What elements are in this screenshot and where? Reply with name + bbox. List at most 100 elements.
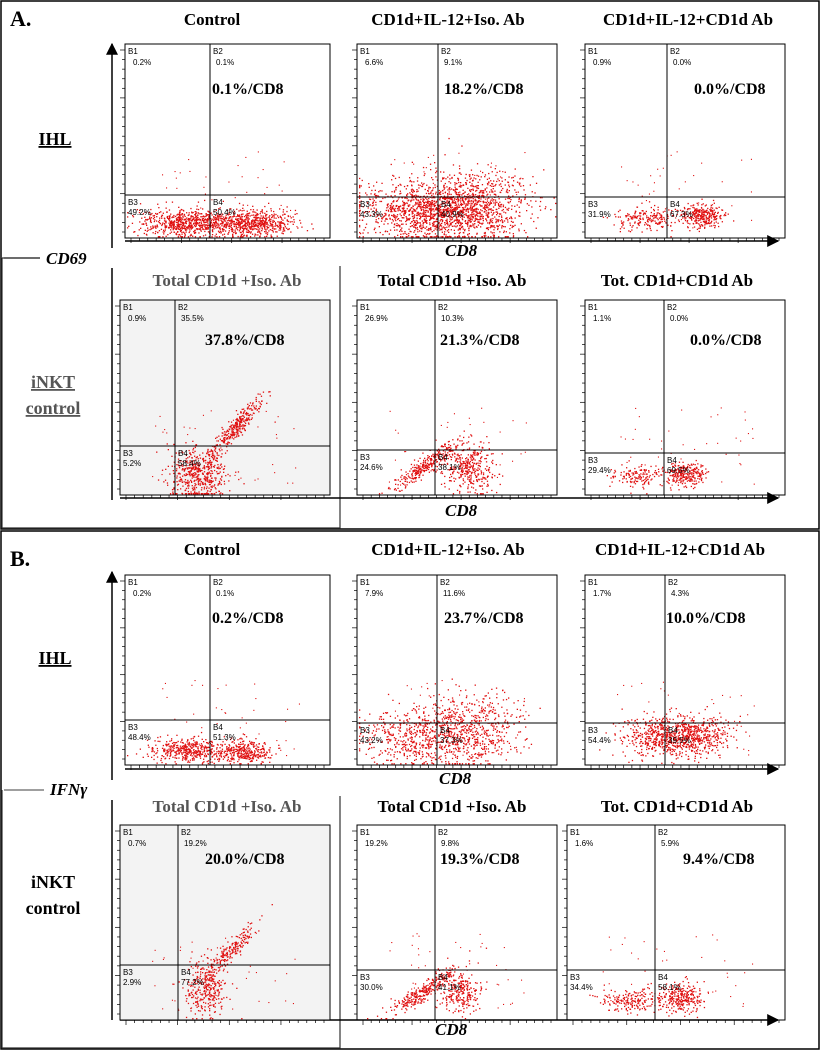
quadrant-b1-value: 0.9% bbox=[128, 314, 146, 323]
plot-title: Control bbox=[184, 10, 241, 29]
percent-annotation: 19.3%/CD8 bbox=[440, 851, 520, 868]
quadrant-b1-label: B1 bbox=[128, 578, 138, 587]
quadrant-b4-value: 40.9% bbox=[441, 210, 464, 219]
quadrant-b3-label: B3 bbox=[128, 198, 138, 207]
quadrant-b2-value: 10.3% bbox=[441, 314, 464, 323]
plot-title: Total CD1d +Iso. Ab bbox=[153, 271, 302, 290]
quadrant-b2-label: B2 bbox=[178, 303, 188, 312]
dot-cloud bbox=[589, 934, 754, 1019]
plot-title: CD1d+IL-12+CD1d Ab bbox=[603, 10, 773, 29]
quadrant-b3-label: B3 bbox=[128, 723, 138, 732]
quadrant-b1-label: B1 bbox=[123, 828, 133, 837]
quadrant-b4-label: B4 bbox=[438, 453, 448, 462]
quadrant-b3-label: B3 bbox=[588, 726, 598, 735]
quadrant-b2-label: B2 bbox=[181, 828, 191, 837]
quadrant-b2-label: B2 bbox=[668, 578, 678, 587]
quadrant-b3-label: B3 bbox=[360, 726, 370, 735]
quadrant-b3-label: B3 bbox=[123, 449, 133, 458]
plot-frame bbox=[119, 824, 331, 1021]
quadrant-b3-label: B3 bbox=[588, 200, 598, 209]
percent-annotation: 0.1%/CD8 bbox=[212, 81, 284, 98]
plot-frame bbox=[584, 574, 786, 766]
section-a-frame bbox=[0, 0, 820, 530]
section-b-x-marker-ihl: CD8 bbox=[439, 769, 472, 788]
quadrant-b4-label: B4 bbox=[441, 200, 451, 209]
quadrant-b3-value: 43.3% bbox=[360, 210, 383, 219]
quadrant-b4-label: B4 bbox=[213, 723, 223, 732]
plot-frame bbox=[566, 824, 786, 1021]
quadrant-b4-label: B4 bbox=[440, 726, 450, 735]
section-b-inkt-box bbox=[1, 790, 341, 1049]
quadrant-b1-value: 1.1% bbox=[593, 314, 611, 323]
quadrant-b4-value: 37.3% bbox=[440, 736, 463, 745]
quadrant-b1-label: B1 bbox=[128, 47, 138, 56]
quadrant-b3-value: 2.9% bbox=[123, 978, 141, 987]
quadrant-b2-label: B2 bbox=[213, 47, 223, 56]
quadrant-b3-value: 29.4% bbox=[588, 466, 611, 475]
quadrant-b1-value: 6.6% bbox=[365, 58, 383, 67]
quadrant-b2-label: B2 bbox=[670, 47, 680, 56]
quadrant-b2-value: 4.3% bbox=[671, 589, 689, 598]
dot-cloud bbox=[359, 137, 557, 238]
quadrant-b4-label: B4 bbox=[668, 726, 678, 735]
dot-cloud bbox=[359, 678, 541, 765]
quadrant-b1-value: 26.9% bbox=[365, 314, 388, 323]
section-a-y-marker-bg bbox=[40, 248, 114, 268]
plot-frame bbox=[356, 43, 558, 239]
quadrant-b3-value: 31.9% bbox=[588, 210, 611, 219]
percent-annotation: 18.2%/CD8 bbox=[444, 81, 524, 98]
quadrant-b1-value: 7.9% bbox=[365, 589, 383, 598]
quadrant-b2-value: 0.1% bbox=[216, 589, 234, 598]
quadrant-b1-label: B1 bbox=[123, 303, 133, 312]
plot-frame bbox=[356, 299, 558, 496]
quadrant-b2-value: 35.5% bbox=[181, 314, 204, 323]
quadrant-b3-label: B3 bbox=[123, 968, 133, 977]
quadrant-b4-value: 51.3% bbox=[213, 733, 236, 742]
plot-title: Control bbox=[184, 540, 241, 559]
dot-cloud bbox=[152, 904, 296, 1020]
quadrant-b3-value: 30.0% bbox=[360, 983, 383, 992]
quadrant-b2-value: 9.1% bbox=[444, 58, 462, 67]
quadrant-b1-value: 0.7% bbox=[128, 839, 146, 848]
quadrant-b3-value: 34.4% bbox=[570, 983, 593, 992]
quadrant-b3-value: 24.6% bbox=[360, 463, 383, 472]
section-b-frame bbox=[0, 530, 820, 1050]
quadrant-b1-value: 1.7% bbox=[593, 589, 611, 598]
section-a-y-marker: CD69 bbox=[46, 249, 87, 268]
quadrant-b2-value: 11.6% bbox=[443, 589, 465, 598]
percent-annotation: 37.8%/CD8 bbox=[205, 332, 285, 349]
quadrant-b1-value: 19.2% bbox=[365, 839, 388, 848]
quadrant-b1-label: B1 bbox=[588, 303, 598, 312]
quadrant-b1-value: 0.9% bbox=[593, 58, 611, 67]
section-a-row-ihl: IHL bbox=[38, 129, 71, 149]
quadrant-b3-label: B3 bbox=[588, 456, 598, 465]
percent-annotation: 21.3%/CD8 bbox=[440, 332, 520, 349]
section-a-row-inkt-1: iNKT bbox=[31, 372, 75, 392]
quadrant-b4-label: B4 bbox=[213, 198, 223, 207]
quadrant-b4-label: B4 bbox=[667, 456, 677, 465]
percent-annotation: 20.0%/CD8 bbox=[205, 851, 285, 868]
quadrant-b1-value: 0.2% bbox=[133, 589, 151, 598]
plot-frame bbox=[584, 43, 786, 239]
quadrant-b2-value: 0.0% bbox=[673, 58, 691, 67]
percent-annotation: 0.0%/CD8 bbox=[694, 81, 766, 98]
quadrant-b2-label: B2 bbox=[667, 303, 677, 312]
quadrant-b2-label: B2 bbox=[658, 828, 668, 837]
plot-title: Tot. CD1d+CD1d Ab bbox=[601, 271, 753, 290]
dot-cloud bbox=[152, 391, 297, 495]
section-b-row-ihl: IHL bbox=[38, 648, 71, 668]
section-b-letter: B. bbox=[10, 546, 30, 571]
dot-cloud bbox=[602, 151, 753, 238]
quadrant-b4-value: 77.2% bbox=[181, 978, 204, 987]
plot-frame bbox=[584, 299, 786, 496]
section-b-y-marker-bg bbox=[44, 780, 114, 800]
quadrant-b1-label: B1 bbox=[588, 47, 598, 56]
quadrant-b4-label: B4 bbox=[178, 449, 188, 458]
plot-frame bbox=[119, 299, 331, 496]
